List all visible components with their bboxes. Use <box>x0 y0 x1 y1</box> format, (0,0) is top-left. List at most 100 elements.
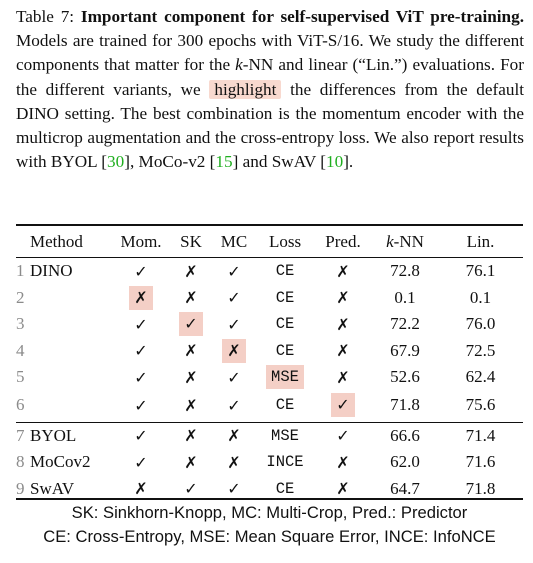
header-momentum: Mom. <box>112 226 170 258</box>
method-name: DINO <box>30 261 73 280</box>
table-header-row: Method Mom. SK MC Loss Pred. k-NN Lin. <box>16 226 523 258</box>
caption-text-6: ]. <box>343 152 353 171</box>
sk-cell: ✗ <box>170 423 212 450</box>
knn-cell: 52.6 <box>372 364 438 391</box>
mc-cell: ✓ <box>212 364 256 391</box>
linear-cell: 72.5 <box>438 338 523 365</box>
citation-moco[interactable]: 15 <box>215 152 232 171</box>
loss-cell: MSE <box>256 423 314 450</box>
caption-text-5: ] and SwAV [ <box>233 152 326 171</box>
method-name: MoCov2 <box>30 452 90 471</box>
mc-cell: ✓ <box>212 476 256 503</box>
header-sk: SK <box>170 226 212 258</box>
linear-cell: 76.0 <box>438 311 523 338</box>
table-row: 5 ✓ ✗ ✓ MSE ✗ 52.6 62.4 <box>16 364 523 391</box>
knn-cell: 62.0 <box>372 449 438 476</box>
citation-swav[interactable]: 10 <box>326 152 343 171</box>
sk-cell: ✓ <box>170 311 212 338</box>
header-loss: Loss <box>256 226 314 258</box>
predictor-cell: ✗ <box>314 476 372 503</box>
mc-cell: ✓ <box>212 258 256 285</box>
row-number: 7 <box>16 426 30 446</box>
highlighted-diff: ✓ <box>331 393 355 417</box>
method-cell: 3 <box>16 311 112 338</box>
caption-knn-k: k <box>235 55 243 74</box>
method-cell: 4 <box>16 338 112 365</box>
momentum-cell: ✓ <box>112 423 170 450</box>
momentum-cell: ✗ <box>112 476 170 503</box>
caption-title: Important component for self-supervised … <box>81 7 524 26</box>
sk-cell: ✗ <box>170 391 212 420</box>
predictor-cell: ✓ <box>314 423 372 450</box>
momentum-cell: ✗ <box>112 285 170 312</box>
table-row: 2 ✗ ✗ ✓ CE ✗ 0.1 0.1 <box>16 285 523 312</box>
table-row: 1 DINO ✓ ✗ ✓ CE ✗ 72.8 76.1 <box>16 258 523 285</box>
method-cell: 1 DINO <box>16 258 112 285</box>
header-mc: MC <box>212 226 256 258</box>
row-number: 2 <box>16 288 30 308</box>
predictor-cell: ✗ <box>314 449 372 476</box>
knn-cell: 66.6 <box>372 423 438 450</box>
method-name: BYOL <box>30 426 76 445</box>
mc-cell: ✗ <box>212 449 256 476</box>
footnote-line-1: SK: Sinkhorn-Knopp, MC: Multi-Crop, Pred… <box>16 503 523 523</box>
knn-cell: 0.1 <box>372 285 438 312</box>
header-predictor: Pred. <box>314 226 372 258</box>
table-row: 6 ✓ ✗ ✓ CE ✓ 71.8 75.6 <box>16 391 523 420</box>
loss-cell: CE <box>256 391 314 420</box>
method-cell: 6 <box>16 391 112 420</box>
table-caption: Table 7: Important component for self-su… <box>16 5 524 174</box>
loss-cell: CE <box>256 338 314 365</box>
sk-cell: ✗ <box>170 364 212 391</box>
header-knn-k: k <box>386 232 394 251</box>
highlighted-diff: ✗ <box>222 339 246 363</box>
footnote-line-2: CE: Cross-Entropy, MSE: Mean Square Erro… <box>16 527 523 547</box>
table-row: 7 BYOL ✓ ✗ ✗ MSE ✓ 66.6 71.4 <box>16 423 523 450</box>
mc-cell: ✓ <box>212 311 256 338</box>
momentum-cell: ✓ <box>112 449 170 476</box>
predictor-cell: ✗ <box>314 311 372 338</box>
mc-cell: ✗ <box>212 423 256 450</box>
row-number: 3 <box>16 314 30 334</box>
highlighted-diff: ✓ <box>179 312 203 336</box>
row-number: 6 <box>16 395 30 415</box>
table-row: 3 ✓ ✓ ✓ CE ✗ 72.2 76.0 <box>16 311 523 338</box>
predictor-cell: ✗ <box>314 338 372 365</box>
mc-cell: ✓ <box>212 391 256 420</box>
citation-byol[interactable]: 30 <box>107 152 124 171</box>
predictor-cell: ✗ <box>314 364 372 391</box>
linear-cell: 75.6 <box>438 391 523 420</box>
table-row: 8 MoCov2 ✓ ✗ ✗ INCE ✗ 62.0 71.6 <box>16 449 523 476</box>
linear-cell: 62.4 <box>438 364 523 391</box>
header-knn: k-NN <box>372 226 438 258</box>
momentum-cell: ✓ <box>112 258 170 285</box>
method-name: SwAV <box>30 479 74 498</box>
sk-cell: ✗ <box>170 258 212 285</box>
knn-cell: 67.9 <box>372 338 438 365</box>
linear-cell: 76.1 <box>438 258 523 285</box>
loss-cell: INCE <box>256 449 314 476</box>
momentum-cell: ✓ <box>112 391 170 420</box>
row-number: 9 <box>16 479 30 499</box>
caption-text-4: ], MoCo-v2 [ <box>124 152 215 171</box>
momentum-cell: ✓ <box>112 338 170 365</box>
row-number: 8 <box>16 452 30 472</box>
momentum-cell: ✓ <box>112 364 170 391</box>
row-number: 4 <box>16 341 30 361</box>
method-cell: 7 BYOL <box>16 423 112 450</box>
sk-cell: ✗ <box>170 338 212 365</box>
results-table: Method Mom. SK MC Loss Pred. k-NN Lin. 1… <box>16 226 523 502</box>
table-row: 4 ✓ ✗ ✗ CE ✗ 67.9 72.5 <box>16 338 523 365</box>
method-cell: 8 MoCov2 <box>16 449 112 476</box>
row-number: 1 <box>16 261 30 281</box>
method-cell: 2 <box>16 285 112 312</box>
loss-cell: MSE <box>256 364 314 391</box>
method-cell: 9 SwAV <box>16 476 112 503</box>
row-number: 5 <box>16 367 30 387</box>
sk-cell: ✗ <box>170 285 212 312</box>
knn-cell: 72.8 <box>372 258 438 285</box>
linear-cell: 71.6 <box>438 449 523 476</box>
knn-cell: 71.8 <box>372 391 438 420</box>
sk-cell: ✓ <box>170 476 212 503</box>
sk-cell: ✗ <box>170 449 212 476</box>
